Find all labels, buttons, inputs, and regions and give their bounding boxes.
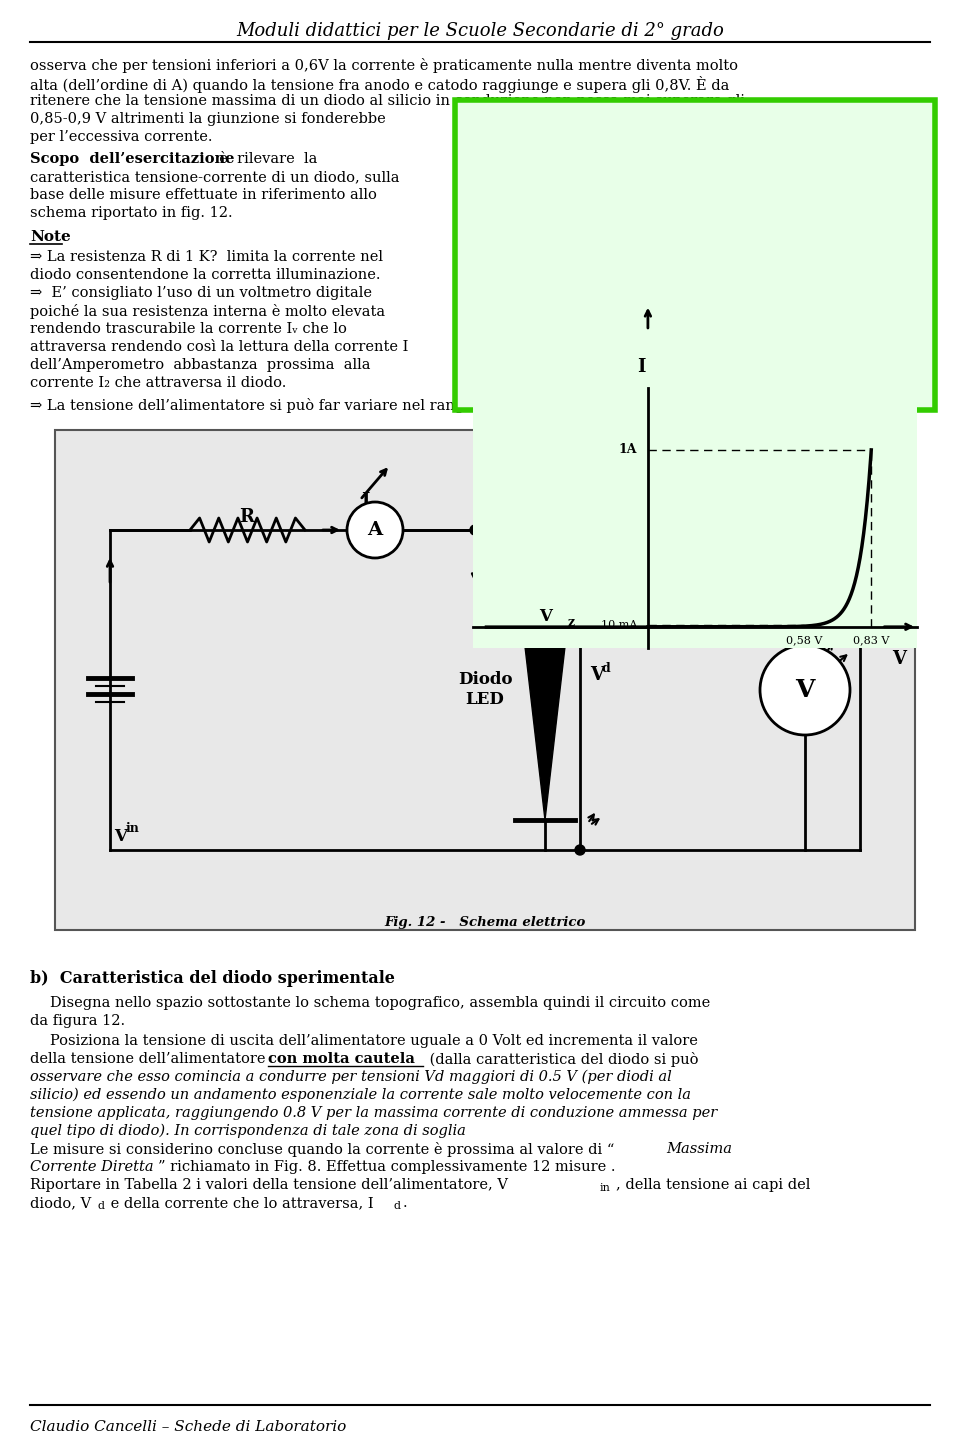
- Text: Claudio Cancelli – Schede di Laboratorio: Claudio Cancelli – Schede di Laboratorio: [30, 1420, 347, 1434]
- Text: 10 mA: 10 mA: [601, 619, 637, 629]
- Bar: [455, 100, 935, 410]
- Text: rendendo trascurabile la corrente Iᵥ che lo: rendendo trascurabile la corrente Iᵥ che…: [30, 323, 347, 336]
- Text: d: d: [497, 570, 506, 583]
- Text: I: I: [485, 561, 492, 579]
- Circle shape: [347, 502, 403, 559]
- Text: (dalla caratteristica del diodo si può: (dalla caratteristica del diodo si può: [425, 1052, 699, 1066]
- Text: poiché la sua resistenza interna è molto elevata: poiché la sua resistenza interna è molto…: [30, 304, 385, 318]
- Text: osservare che esso comincia a condurre per tensioni Vd maggiori di 0.5 V (per di: osservare che esso comincia a condurre p…: [30, 1069, 672, 1084]
- Circle shape: [470, 525, 480, 535]
- Text: silicio) ed essendo un andamento esponenziale la corrente sale molto velocemente: silicio) ed essendo un andamento esponen…: [30, 1088, 691, 1103]
- Text: R: R: [239, 508, 254, 527]
- Text: V: V: [892, 650, 906, 667]
- Text: diodo, V: diodo, V: [30, 1197, 91, 1210]
- Text: in: in: [600, 1184, 611, 1192]
- Text: Diodo: Diodo: [458, 671, 513, 689]
- Text: Le misure si considerino concluse quando la corrente è prossima al valore di “: Le misure si considerino concluse quando…: [30, 1142, 614, 1158]
- Text: I: I: [361, 492, 370, 509]
- Text: quel tipo di diodo). In corrispondenza di tale zona di soglia: quel tipo di diodo). In corrispondenza d…: [30, 1124, 466, 1139]
- Text: e della corrente che lo attraversa, I: e della corrente che lo attraversa, I: [106, 1197, 373, 1210]
- Text: diodo consentendone la corretta illuminazione.: diodo consentendone la corretta illumina…: [30, 268, 380, 282]
- Text: schema riportato in fig. 12.: schema riportato in fig. 12.: [30, 205, 232, 220]
- Circle shape: [575, 845, 585, 855]
- Text: per l’eccessiva corrente.: per l’eccessiva corrente.: [30, 130, 212, 145]
- Text: 0,85-0,9 V altrimenti la giunzione si fonderebbe: 0,85-0,9 V altrimenti la giunzione si fo…: [30, 111, 386, 126]
- Text: caratteristica tensione-corrente di un diodo, sulla: caratteristica tensione-corrente di un d…: [30, 169, 399, 184]
- Polygon shape: [515, 560, 575, 820]
- Text: LED: LED: [466, 692, 504, 709]
- Text: tensione applicata, raggiungendo 0.8 V per la massima corrente di conduzione amm: tensione applicata, raggiungendo 0.8 V p…: [30, 1106, 717, 1120]
- Text: I: I: [641, 512, 649, 530]
- Text: z: z: [567, 615, 574, 628]
- Text: ⇒ La resistenza R di 1 K?  limita la corrente nel: ⇒ La resistenza R di 1 K? limita la corr…: [30, 250, 383, 263]
- Text: V: V: [795, 679, 815, 702]
- Text: Posiziona la tensione di uscita dell’alimentatore uguale a 0 Volt ed incrementa : Posiziona la tensione di uscita dell’ali…: [50, 1035, 698, 1048]
- Text: Massima: Massima: [666, 1142, 732, 1156]
- Text: dell’Amperometro  abbastanza  prossima  alla: dell’Amperometro abbastanza prossima all…: [30, 357, 371, 372]
- Text: A: A: [368, 521, 383, 538]
- Text: d: d: [394, 1201, 401, 1211]
- Text: da figura 12.: da figura 12.: [30, 1014, 125, 1027]
- Text: , della tensione ai capi del: , della tensione ai capi del: [616, 1178, 810, 1192]
- Text: 1A: 1A: [618, 443, 637, 456]
- Text: Riportare in Tabella 2 i valori della tensione dell’alimentatore, V: Riportare in Tabella 2 i valori della te…: [30, 1178, 508, 1192]
- Text: d: d: [97, 1201, 104, 1211]
- Text: d: d: [602, 663, 611, 676]
- Bar: [55, 430, 915, 930]
- Text: ritenere che la tensione massima di un diodo al silicio in conduzione non possa : ritenere che la tensione massima di un d…: [30, 94, 745, 109]
- Text: 0,83 V: 0,83 V: [853, 635, 890, 645]
- Text: v: v: [657, 506, 664, 519]
- Text: ” richiamato in Fig. 8. Effettua complessivamente 12 misure .: ” richiamato in Fig. 8. Effettua comples…: [158, 1160, 615, 1174]
- Text: corrente I₂ che attraversa il diodo.: corrente I₂ che attraversa il diodo.: [30, 376, 286, 391]
- Text: V: V: [540, 608, 552, 625]
- Text: Scopo  dell’esercitazione: Scopo dell’esercitazione: [30, 152, 234, 166]
- Text: I: I: [637, 359, 646, 376]
- Text: con molta cautela: con molta cautela: [268, 1052, 415, 1066]
- Text: Disegna nello spazio sottostante lo schema topografico, assembla quindi il circu: Disegna nello spazio sottostante lo sche…: [50, 996, 710, 1010]
- Text: Corrente Diretta: Corrente Diretta: [30, 1160, 154, 1174]
- Text: base delle misure effettuate in riferimento allo: base delle misure effettuate in riferime…: [30, 188, 377, 203]
- Circle shape: [760, 645, 850, 735]
- Text: Fig. 12 -   Schema elettrico: Fig. 12 - Schema elettrico: [384, 916, 586, 929]
- Text: .: .: [403, 1197, 408, 1210]
- Text: attraversa rendendo così la lettura della corrente I: attraversa rendendo così la lettura dell…: [30, 340, 408, 355]
- Text: Note: Note: [30, 230, 71, 245]
- Text: V: V: [590, 666, 604, 684]
- Text: b)  Caratteristica del diodo sperimentale: b) Caratteristica del diodo sperimentale: [30, 969, 395, 987]
- Text: è  rilevare  la: è rilevare la: [210, 152, 318, 166]
- Text: della tensione dell’alimentatore: della tensione dell’alimentatore: [30, 1052, 270, 1066]
- Text: Moduli didattici per le Scuole Secondarie di 2° grado: Moduli didattici per le Scuole Secondari…: [236, 22, 724, 41]
- Text: ⇒  E’ consigliato l’uso di un voltmetro digitale: ⇒ E’ consigliato l’uso di un voltmetro d…: [30, 287, 372, 300]
- Text: osserva che per tensioni inferiori a 0,6V la corrente è praticamente nulla mentr: osserva che per tensioni inferiori a 0,6…: [30, 58, 738, 72]
- Text: Fig. 11 – Caratteristica del diodo 4N1007: Fig. 11 – Caratteristica del diodo 4N100…: [559, 398, 830, 411]
- Text: V: V: [114, 828, 127, 845]
- Text: alta (dell’ordine di A) quando la tensione fra anodo e catodo raggiunge e supera: alta (dell’ordine di A) quando la tensio…: [30, 77, 730, 93]
- Text: 0,58 V: 0,58 V: [786, 635, 822, 645]
- Text: ⇒ La tensione dell’alimentatore si può far variare nel range da 0 a 15 V.: ⇒ La tensione dell’alimentatore si può f…: [30, 398, 564, 412]
- Text: in: in: [126, 822, 140, 835]
